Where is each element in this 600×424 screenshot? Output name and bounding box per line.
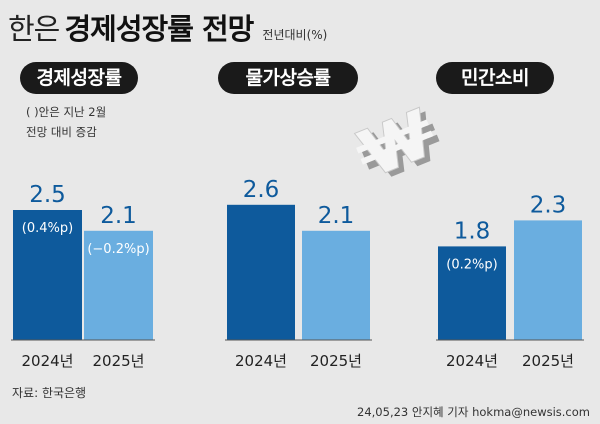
title-prefix: 한은 bbox=[8, 12, 60, 46]
category-label-0-0: 2024년 bbox=[22, 352, 74, 370]
source-label: 자료: 한국은행 bbox=[12, 386, 87, 400]
page-title: 한은 경제성장률 전망 전년대비(%) bbox=[8, 6, 327, 46]
panel-title-growth: 경제성장률 bbox=[20, 62, 138, 94]
bar-0-0 bbox=[13, 210, 82, 340]
value-label-2-1: 2.3 bbox=[530, 192, 567, 218]
value-label-1-1: 2.1 bbox=[318, 203, 355, 229]
change-label-0-0: (0.4%p) bbox=[22, 221, 73, 236]
value-label-0-0: 2.5 bbox=[29, 182, 66, 208]
bar-2-1 bbox=[514, 220, 582, 340]
category-label-2-0: 2024년 bbox=[446, 352, 498, 370]
value-label-2-0: 1.8 bbox=[454, 218, 491, 244]
bar-0-1 bbox=[84, 230, 153, 340]
category-label-0-1: 2025년 bbox=[93, 352, 145, 370]
value-label-0-1: 2.1 bbox=[100, 203, 137, 229]
category-label-1-1: 2025년 bbox=[310, 352, 362, 370]
note-line-1: ( )안은 지난 2월 bbox=[26, 105, 107, 119]
credit-line: 24,05,23 안지혜 기자 hokma@newsis.com bbox=[357, 405, 590, 419]
bar-1-1 bbox=[302, 230, 370, 340]
panel-title-consumption: 민간소비 bbox=[436, 62, 554, 94]
won-currency-icon bbox=[347, 96, 449, 195]
bar-2-0 bbox=[438, 246, 506, 340]
value-label-1-0: 2.6 bbox=[243, 177, 280, 203]
category-label-2-1: 2025년 bbox=[522, 352, 574, 370]
unit-label: 전년대비(%) bbox=[262, 28, 328, 42]
change-label-2-0: (0.2%p) bbox=[446, 257, 497, 272]
change-label-0-1: (−0.2%p) bbox=[87, 242, 149, 257]
category-label-1-0: 2024년 bbox=[235, 352, 287, 370]
panel-title-inflation: 물가상승률 bbox=[218, 62, 358, 94]
bar-1-0 bbox=[227, 204, 295, 340]
note-line-2: 전망 대비 증감 bbox=[26, 125, 97, 139]
title-main: 경제성장률 전망 bbox=[64, 12, 254, 46]
